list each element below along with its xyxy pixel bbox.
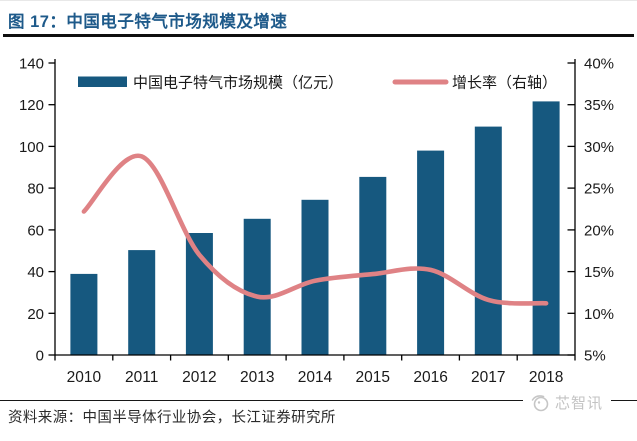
title-divider bbox=[3, 34, 634, 37]
x-axis-label: 2010 bbox=[67, 369, 102, 386]
left-axis-label: 40 bbox=[27, 264, 44, 281]
bar-2015 bbox=[359, 176, 387, 355]
footer-divider bbox=[0, 400, 637, 402]
chart-canvas: 0 20 40 60 80 100 120 140 5% 10% 15% 20% 25% 30% 35% 40… bbox=[19, 56, 614, 387]
x-axis-label: 2014 bbox=[298, 369, 333, 386]
legend-bar-swatch bbox=[78, 76, 127, 87]
growth-rate-line bbox=[81, 153, 549, 306]
bar-2017 bbox=[474, 126, 502, 355]
bar-2018 bbox=[532, 101, 560, 356]
right-axis-label: 30% bbox=[584, 139, 614, 156]
right-axis-label: 40% bbox=[584, 56, 614, 73]
bar-2013 bbox=[243, 218, 271, 355]
x-axis-label: 2013 bbox=[240, 369, 274, 386]
right-axis-label: 20% bbox=[584, 222, 614, 239]
xinzhixun-logo-icon bbox=[531, 394, 549, 411]
left-axis-label: 100 bbox=[19, 139, 44, 156]
left-axis-label: 140 bbox=[19, 56, 44, 73]
right-axis-label: 35% bbox=[584, 97, 614, 114]
watermark: 芯智讯 bbox=[522, 390, 611, 414]
bar-2010 bbox=[70, 273, 98, 355]
x-axis-label: 2017 bbox=[471, 369, 505, 386]
x-axis-label: 2016 bbox=[413, 369, 447, 386]
left-axis-label: 80 bbox=[27, 181, 44, 198]
x-axis-label: 2012 bbox=[182, 369, 216, 386]
legend-line-label: 增长率（右轴） bbox=[452, 75, 557, 92]
left-axis-label: 0 bbox=[36, 348, 44, 365]
figure-title: 图 17：中国电子特气市场规模及增速 bbox=[8, 13, 288, 31]
x-axis-label: 2011 bbox=[125, 369, 158, 386]
watermark-text: 芯智讯 bbox=[554, 394, 603, 412]
x-axis-label: 2015 bbox=[356, 369, 390, 386]
right-axis-label: 10% bbox=[584, 306, 614, 323]
left-axis-label: 20 bbox=[27, 306, 44, 323]
left-axis-label: 120 bbox=[19, 97, 44, 114]
x-axis-label: 2018 bbox=[529, 369, 563, 386]
right-axis-label: 25% bbox=[584, 181, 614, 198]
bar-2011 bbox=[128, 250, 156, 355]
bar-2016 bbox=[417, 150, 445, 355]
source-note: 资料来源：中国半导体行业协会，长江证券研究所 bbox=[8, 410, 336, 426]
legend-bar-label: 中国电子特气市场规模（亿元） bbox=[133, 75, 343, 92]
left-axis-label: 60 bbox=[27, 222, 44, 239]
right-axis-label: 15% bbox=[584, 264, 614, 281]
right-axis-label: 5% bbox=[584, 348, 606, 365]
